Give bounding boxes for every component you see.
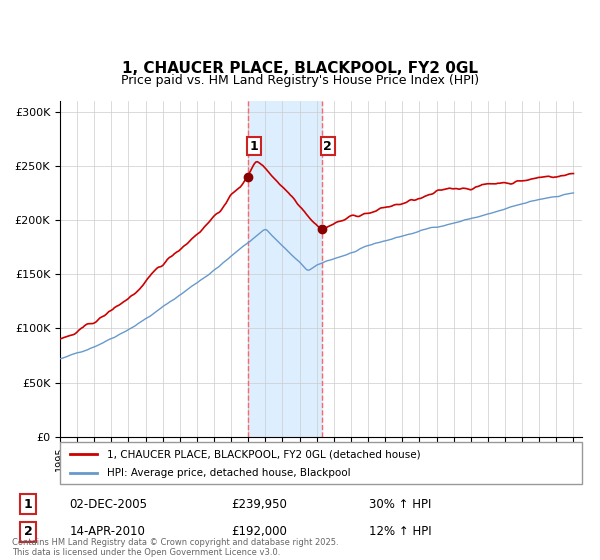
Text: £192,000: £192,000 xyxy=(231,525,287,538)
Bar xyxy=(248,101,322,437)
Text: 1, CHAUCER PLACE, BLACKPOOL, FY2 0GL (detached house): 1, CHAUCER PLACE, BLACKPOOL, FY2 0GL (de… xyxy=(107,449,421,459)
Text: HPI: Average price, detached house, Blackpool: HPI: Average price, detached house, Blac… xyxy=(107,468,350,478)
Text: 2: 2 xyxy=(23,525,32,538)
Text: £239,950: £239,950 xyxy=(231,498,287,511)
Text: Contains HM Land Registry data © Crown copyright and database right 2025.
This d: Contains HM Land Registry data © Crown c… xyxy=(12,538,338,557)
Text: 14-APR-2010: 14-APR-2010 xyxy=(70,525,145,538)
Text: 02-DEC-2005: 02-DEC-2005 xyxy=(70,498,148,511)
Text: 1: 1 xyxy=(23,498,32,511)
Text: 12% ↑ HPI: 12% ↑ HPI xyxy=(369,525,432,538)
Text: 30% ↑ HPI: 30% ↑ HPI xyxy=(369,498,431,511)
Text: 1: 1 xyxy=(249,139,258,152)
FancyBboxPatch shape xyxy=(60,442,582,484)
Text: 2: 2 xyxy=(323,139,332,152)
Text: 1, CHAUCER PLACE, BLACKPOOL, FY2 0GL: 1, CHAUCER PLACE, BLACKPOOL, FY2 0GL xyxy=(122,60,478,76)
Text: Price paid vs. HM Land Registry's House Price Index (HPI): Price paid vs. HM Land Registry's House … xyxy=(121,74,479,87)
